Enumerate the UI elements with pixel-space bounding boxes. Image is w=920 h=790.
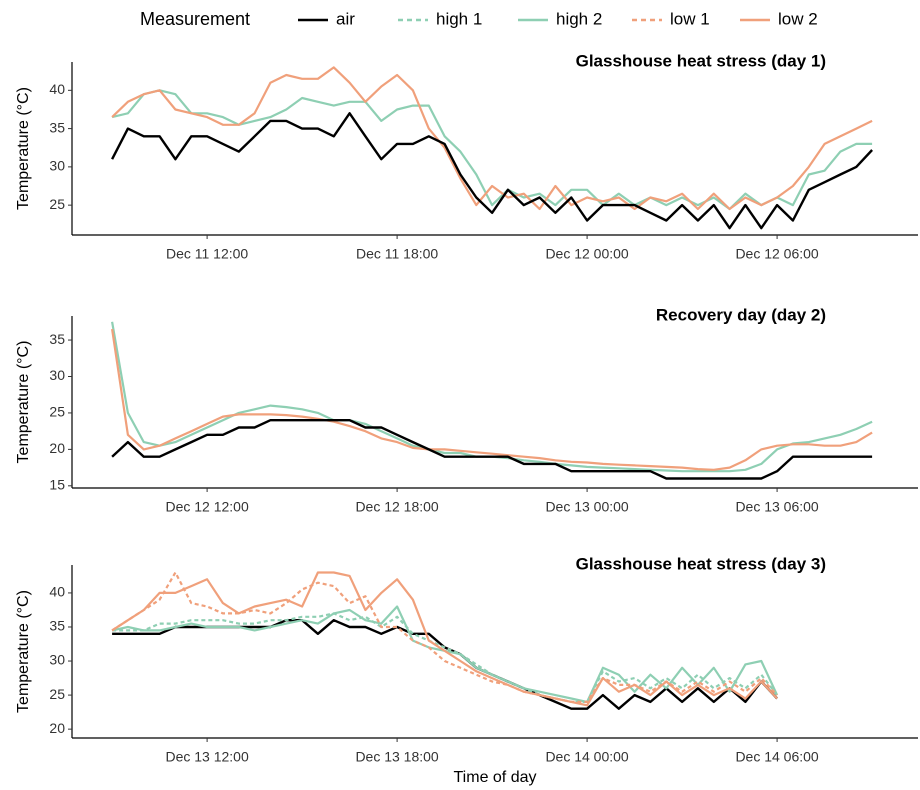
y-tick-label: 30 xyxy=(49,652,65,668)
series-line xyxy=(111,571,778,707)
y-tick-label: 35 xyxy=(49,331,65,347)
panel-title: Glasshouse heat stress (day 1) xyxy=(576,51,826,70)
y-tick-label: 25 xyxy=(49,686,65,702)
y-tick-label: 35 xyxy=(49,119,65,135)
series-line xyxy=(111,321,873,473)
y-tick-label: 35 xyxy=(49,618,65,634)
series-line xyxy=(111,328,873,471)
legend-label: air xyxy=(336,9,355,28)
y-tick-label: 25 xyxy=(49,404,65,420)
x-tick-label: Dec 14 06:00 xyxy=(735,749,818,765)
legend-label: high 2 xyxy=(556,9,602,28)
y-axis-label: Temperature (°C) xyxy=(15,341,32,464)
legend-label: low 1 xyxy=(670,9,710,28)
panel-title: Recovery day (day 2) xyxy=(656,305,826,324)
x-tick-label: Dec 11 12:00 xyxy=(166,246,248,262)
x-tick-label: Dec 12 18:00 xyxy=(355,499,438,515)
x-tick-label: Dec 13 18:00 xyxy=(355,749,438,765)
x-tick-label: Dec 13 00:00 xyxy=(545,499,628,515)
x-tick-label: Dec 12 12:00 xyxy=(165,499,248,515)
x-tick-label: Dec 13 12:00 xyxy=(165,749,248,765)
y-tick-label: 30 xyxy=(49,367,65,383)
y-tick-label: 15 xyxy=(49,477,65,493)
legend-label: low 2 xyxy=(778,9,818,28)
x-axis-label: Time of day xyxy=(454,769,537,786)
x-tick-label: Dec 12 00:00 xyxy=(545,246,628,262)
y-tick-label: 40 xyxy=(49,81,65,97)
series-line xyxy=(111,89,873,211)
y-tick-label: 40 xyxy=(49,584,65,600)
y-tick-label: 30 xyxy=(49,158,65,174)
series-line xyxy=(112,619,778,710)
series-line xyxy=(111,112,873,230)
x-tick-label: Dec 13 06:00 xyxy=(735,499,818,515)
y-tick-label: 20 xyxy=(49,440,65,456)
x-tick-label: Dec 14 00:00 xyxy=(545,749,628,765)
series-line xyxy=(112,612,778,703)
series-line xyxy=(111,66,873,211)
legend-title: Measurement xyxy=(140,9,250,29)
legend-label: high 1 xyxy=(436,9,482,28)
x-tick-label: Dec 11 18:00 xyxy=(356,246,438,262)
y-tick-label: 20 xyxy=(49,720,65,736)
y-axis-label: Temperature (°C) xyxy=(15,87,32,210)
series-line xyxy=(111,571,778,703)
panel-title: Glasshouse heat stress (day 3) xyxy=(576,554,826,573)
series-line xyxy=(111,419,873,480)
x-tick-label: Dec 12 06:00 xyxy=(735,246,818,262)
y-axis-label: Temperature (°C) xyxy=(15,590,32,713)
y-tick-label: 25 xyxy=(49,196,65,212)
